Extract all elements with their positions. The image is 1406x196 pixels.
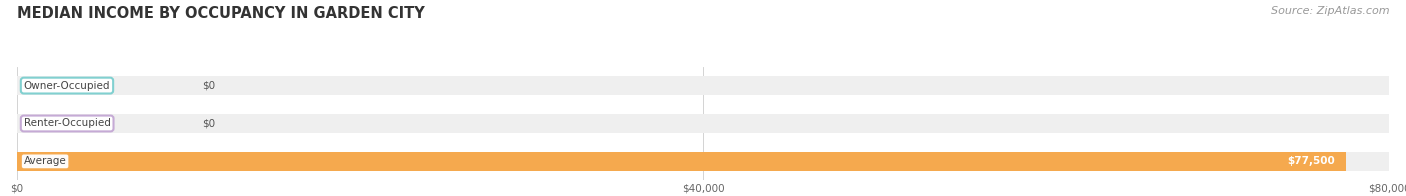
Text: Renter-Occupied: Renter-Occupied <box>24 118 111 129</box>
Text: $0: $0 <box>202 81 215 91</box>
Text: $77,500: $77,500 <box>1288 156 1336 166</box>
Bar <box>17 76 1389 95</box>
Bar <box>17 152 1389 171</box>
Bar <box>17 114 1389 133</box>
Text: Source: ZipAtlas.com: Source: ZipAtlas.com <box>1271 6 1389 16</box>
Bar <box>17 152 1347 171</box>
Text: MEDIAN INCOME BY OCCUPANCY IN GARDEN CITY: MEDIAN INCOME BY OCCUPANCY IN GARDEN CIT… <box>17 6 425 21</box>
Text: $0: $0 <box>202 118 215 129</box>
Text: Average: Average <box>24 156 66 166</box>
Text: Owner-Occupied: Owner-Occupied <box>24 81 110 91</box>
